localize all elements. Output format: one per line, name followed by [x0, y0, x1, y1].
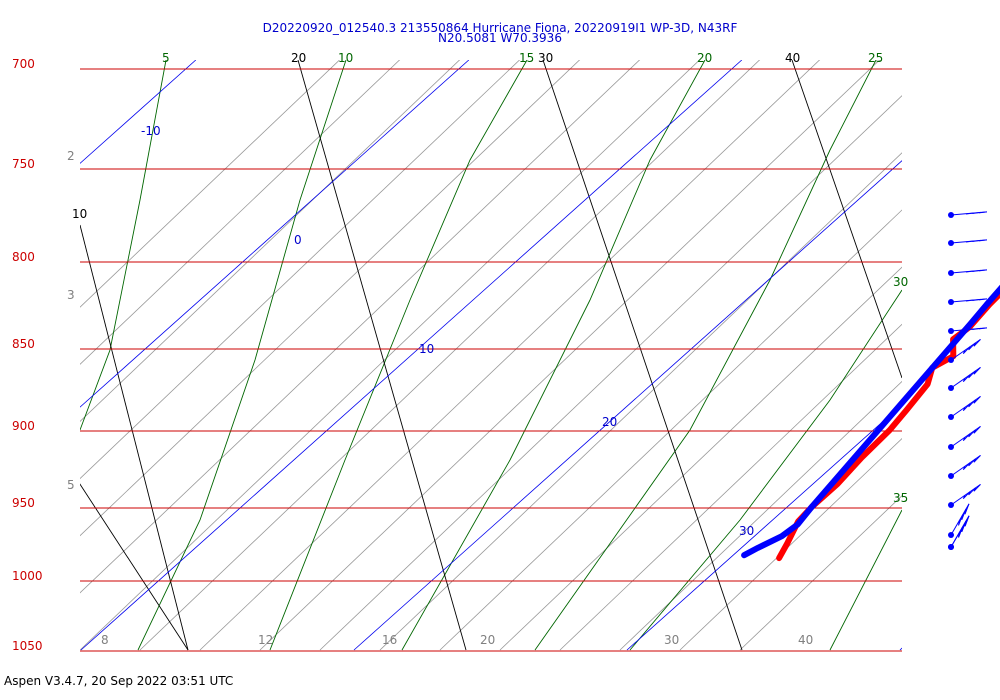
mixing-ratio-label: 2	[67, 149, 75, 163]
moist-adiabat-label: 15	[519, 51, 534, 65]
pressure-label: 950	[12, 496, 35, 510]
dry-adiabat-line	[297, 60, 467, 651]
pressure-label: 700	[12, 57, 35, 71]
dry-adiabat-line	[80, 483, 189, 651]
mixing-ratio-label: 20	[480, 633, 495, 647]
wind-barb	[948, 338, 981, 363]
moist-adiabat-label: 10	[338, 51, 353, 65]
profile-traces	[741, 284, 1000, 562]
isotherm-label: 20	[602, 415, 617, 429]
dewpoint-trace	[741, 284, 1000, 559]
footer-info: Aspen V3.4.7, 20 Sep 2022 03:51 UTC	[4, 674, 234, 688]
mixing-ratio-line	[80, 60, 701, 651]
wind-barb	[948, 395, 981, 420]
wind-barb	[948, 239, 987, 246]
isobars	[80, 68, 902, 652]
wind-barb	[948, 515, 970, 550]
pressure-label: 750	[12, 157, 35, 171]
wind-barb	[948, 503, 970, 538]
dry-adiabat-line	[542, 60, 743, 651]
moist-adiabat-label: 35	[893, 491, 908, 505]
moist-adiabat-line	[829, 509, 902, 651]
moist-adiabat-line	[80, 60, 167, 431]
dry-adiabat-label: 40	[785, 51, 800, 65]
wind-barbs	[948, 211, 987, 550]
wind-barb	[948, 454, 981, 479]
mixing-ratio-line	[139, 60, 761, 651]
mixing-ratio-line	[80, 60, 461, 422]
mixing-ratio-line	[80, 60, 521, 480]
mixing-ratio-label: 12	[258, 633, 273, 647]
mixing-ratio-line	[80, 60, 581, 537]
moist-adiabat-line	[629, 289, 902, 651]
isotherm-label: 0	[294, 233, 302, 247]
mixing-ratio-lines	[80, 60, 902, 651]
pressure-label: 1000	[12, 569, 43, 583]
mixing-ratio-line	[199, 60, 821, 651]
mixing-ratio-label: 16	[382, 633, 397, 647]
dry-adiabat-label: 10	[72, 207, 87, 221]
isotherm-line	[80, 60, 743, 651]
wind-barb	[948, 366, 981, 391]
mixing-ratio-label: 30	[664, 633, 679, 647]
isotherm-line	[353, 160, 902, 651]
wind-barb	[948, 211, 987, 218]
moist-adiabat-line	[269, 60, 528, 651]
moist-adiabat-label: 25	[868, 51, 883, 65]
isotherm-label: -10	[141, 124, 161, 138]
chart-subtitle: N20.5081 W70.3936	[438, 31, 562, 45]
isotherm-label: 30	[739, 524, 754, 538]
line-labels: 700 750 800 850 900 950 1000 1050 -10 0 10 20 30 10 20…	[12, 51, 908, 653]
moist-adiabat-line	[401, 60, 706, 651]
mixing-ratio-line	[619, 380, 902, 651]
mixing-ratio-line	[319, 95, 902, 651]
isotherm-line	[80, 60, 470, 408]
moist-adiabat-label: 5	[162, 51, 170, 65]
dry-adiabat-label: 20	[291, 51, 306, 65]
mixing-ratio-line	[259, 60, 881, 651]
wind-barb	[948, 327, 987, 334]
mixing-ratio-line	[439, 209, 902, 651]
dry-adiabats	[80, 60, 902, 651]
chart-title: D20220920_012540.3 213550864 Hurricane F…	[262, 21, 738, 35]
mixing-ratio-line	[559, 323, 902, 651]
pressure-label: 1050	[12, 639, 43, 653]
mixing-ratio-line	[80, 60, 341, 308]
mixing-ratio-line	[379, 152, 902, 651]
moist-adiabats	[80, 60, 902, 651]
wind-barb	[948, 425, 981, 450]
mixing-ratio-label: 40	[798, 633, 813, 647]
mixing-ratio-line	[80, 60, 401, 365]
mixing-ratio-line	[739, 495, 902, 651]
mixing-ratio-label: 8	[101, 633, 109, 647]
moist-adiabat-label: 30	[893, 275, 908, 289]
moist-adiabat-label: 20	[697, 51, 712, 65]
wind-barb	[948, 298, 987, 305]
moist-adiabat-line	[137, 60, 347, 651]
pressure-label: 850	[12, 337, 35, 351]
mixing-ratio-line	[499, 266, 902, 651]
wind-barb	[948, 269, 987, 276]
isotherms	[80, 60, 902, 651]
pressure-label: 800	[12, 250, 35, 264]
dry-adiabat-line	[791, 60, 902, 379]
moist-adiabat-line	[534, 60, 877, 651]
dry-adiabat-label: 30	[538, 51, 553, 65]
isotherm-label: 10	[419, 342, 434, 356]
mixing-ratio-label: 5	[67, 478, 75, 492]
mixing-ratio-line	[679, 438, 902, 651]
dry-adiabat-line	[80, 224, 189, 651]
isotherm-line	[626, 403, 902, 651]
mixing-ratio-line	[80, 60, 641, 594]
mixing-ratio-label: 3	[67, 288, 75, 302]
wind-barb	[948, 483, 981, 508]
isotherm-line	[80, 60, 197, 164]
pressure-label: 900	[12, 419, 35, 433]
